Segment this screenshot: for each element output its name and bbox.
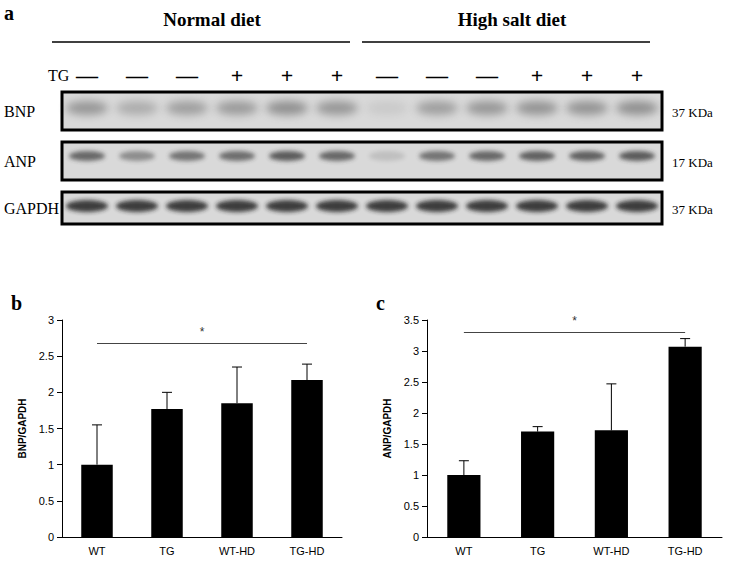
svg-text:ANP: ANP [4,153,36,170]
svg-text:+: + [281,63,294,88]
svg-text:+: + [581,63,594,88]
svg-text:1: 1 [48,459,54,471]
svg-text:TG: TG [530,545,545,557]
svg-text:ANP/GAPDH: ANP/GAPDH [382,398,393,458]
svg-text:Normal diet: Normal diet [163,9,261,30]
svg-text:—: — [75,63,99,88]
svg-text:0.5: 0.5 [404,500,419,512]
svg-text:BNP: BNP [4,103,35,120]
svg-text:2.5: 2.5 [39,350,54,362]
svg-text:0: 0 [48,531,54,543]
svg-text:WT-HD: WT-HD [593,545,629,557]
svg-text:b: b [11,292,22,314]
svg-text:2.5: 2.5 [404,376,419,388]
svg-text:1: 1 [413,469,419,481]
svg-text:High salt diet: High salt diet [458,9,567,30]
svg-text:—: — [475,63,499,88]
svg-text:3: 3 [48,314,54,326]
svg-text:37 KDa: 37 KDa [672,105,713,120]
svg-text:a: a [4,2,14,24]
svg-text:TG-HD: TG-HD [668,545,703,557]
svg-text:+: + [231,63,244,88]
svg-text:c: c [376,292,385,314]
svg-text:WT: WT [455,545,472,557]
svg-text:1.5: 1.5 [39,423,54,435]
svg-text:—: — [175,63,199,88]
svg-text:+: + [631,63,644,88]
svg-text:WT: WT [88,545,105,557]
svg-text:0.5: 0.5 [39,495,54,507]
svg-text:—: — [425,63,449,88]
svg-text:3.5: 3.5 [404,314,419,326]
svg-text:WT-HD: WT-HD [219,545,255,557]
svg-text:1.5: 1.5 [404,438,419,450]
svg-text:3: 3 [413,345,419,357]
svg-text:37 KDa: 37 KDa [672,202,713,217]
svg-text:—: — [125,63,149,88]
svg-text:+: + [331,63,344,88]
svg-text:17 KDa: 17 KDa [672,155,713,170]
svg-text:TG-HD: TG-HD [290,545,325,557]
svg-text:+: + [531,63,544,88]
svg-text:*: * [200,325,205,339]
svg-text:*: * [572,314,577,328]
svg-text:TG: TG [48,67,70,84]
svg-text:—: — [375,63,399,88]
svg-text:2: 2 [48,386,54,398]
svg-text:BNP/GAPDH: BNP/GAPDH [17,398,28,458]
svg-text:GAPDH: GAPDH [4,200,60,217]
svg-text:TG: TG [159,545,174,557]
svg-text:0: 0 [413,531,419,543]
svg-text:2: 2 [413,407,419,419]
